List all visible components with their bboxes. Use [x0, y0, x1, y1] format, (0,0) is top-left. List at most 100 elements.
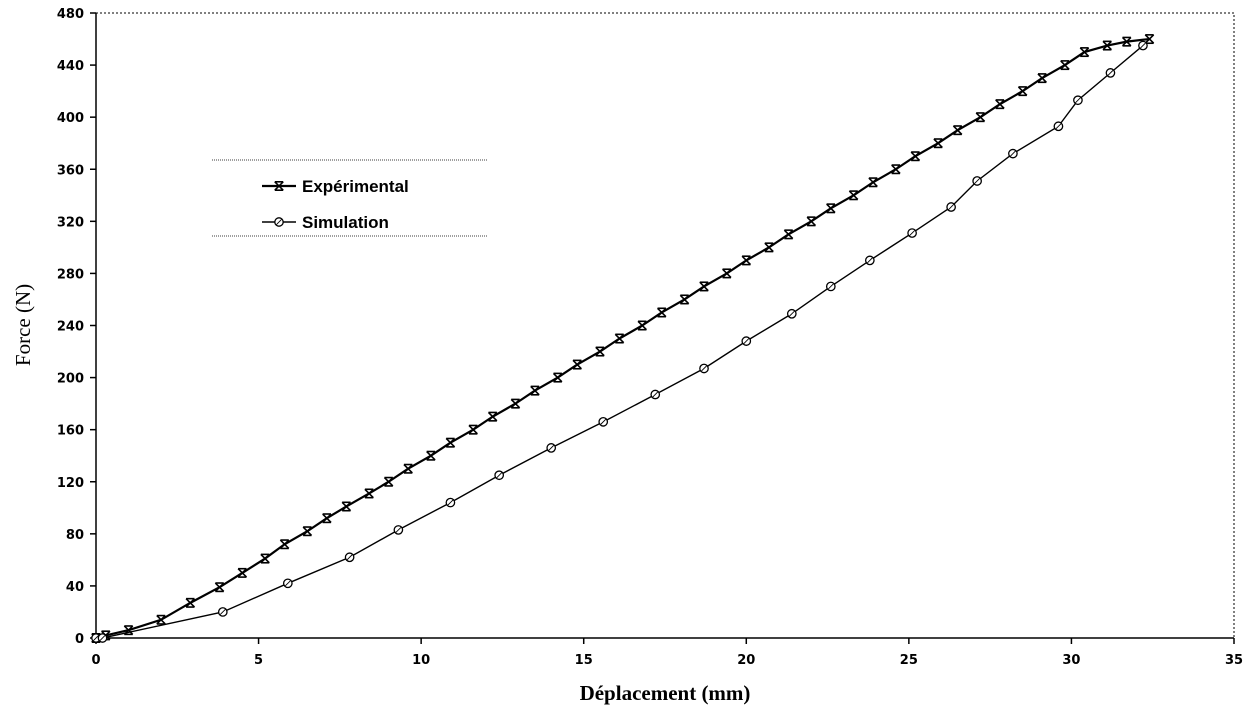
point-marker-circle — [344, 552, 355, 563]
point-marker-circle — [825, 281, 836, 292]
point-marker-xbar — [741, 255, 752, 266]
marker-slash — [395, 527, 402, 533]
point-marker-circle — [699, 363, 709, 374]
point-marker-xbar — [868, 177, 878, 188]
point-marker-xbar — [952, 125, 963, 136]
point-marker-xbar — [910, 151, 921, 162]
marker-stroke — [279, 539, 290, 550]
marker-stroke — [214, 582, 225, 592]
point-marker-xbar — [341, 501, 352, 512]
x-tick-label: 35 — [1225, 653, 1243, 668]
x-tick-label: 25 — [900, 653, 918, 668]
marker-stroke — [637, 320, 648, 331]
marker-stroke — [185, 598, 196, 608]
marker-stroke — [1121, 36, 1132, 47]
y-tick-label: 320 — [57, 215, 84, 230]
point-marker-xbar — [403, 463, 413, 474]
y-tick-label: 120 — [57, 476, 84, 491]
point-marker-xbar — [364, 488, 374, 499]
marker-slash — [447, 499, 454, 506]
marker-slash — [1010, 150, 1016, 157]
x-axis-title: Déplacement (mm) — [580, 681, 751, 705]
marker-slash — [496, 472, 503, 479]
marker-slash — [548, 445, 555, 451]
point-marker-xbar — [806, 216, 817, 227]
point-marker-circle — [1053, 121, 1064, 132]
marker-stroke — [530, 385, 540, 396]
point-marker-xbar — [975, 112, 986, 123]
marker-stroke — [156, 615, 166, 625]
y-tick-label: 240 — [57, 320, 84, 335]
marker-stroke — [1017, 86, 1028, 96]
marker-stroke — [510, 398, 521, 409]
marker-slash — [827, 283, 834, 290]
point-marker-circle — [946, 202, 956, 212]
marker-slash — [948, 204, 954, 210]
point-marker-xbar — [1060, 60, 1070, 71]
marker-stroke — [848, 190, 859, 201]
point-marker-xbar — [468, 424, 478, 435]
marker-stroke — [806, 216, 817, 227]
point-marker-circle — [1105, 68, 1116, 78]
y-tick-label: 360 — [57, 163, 84, 178]
marker-stroke — [614, 333, 625, 344]
marker-stroke — [487, 411, 498, 422]
marker-stroke — [1144, 34, 1155, 44]
marker-slash — [652, 391, 659, 398]
legend-label: Simulation — [302, 213, 389, 232]
point-marker-xbar — [933, 138, 943, 149]
marker-stroke — [826, 203, 836, 214]
marker-stroke — [952, 125, 963, 135]
legend: Expérimental Simulation — [212, 159, 488, 237]
point-marker-xbar — [1017, 86, 1028, 97]
marker-stroke — [722, 268, 732, 279]
point-marker-xbar — [614, 333, 625, 344]
series-layer — [91, 34, 1155, 644]
y-tick-label: 280 — [57, 267, 84, 282]
marker-stroke — [445, 437, 456, 448]
marker-stroke — [403, 463, 413, 474]
marker-stroke — [572, 359, 582, 370]
point-marker-xbar — [279, 539, 290, 550]
point-marker-xbar — [322, 513, 332, 524]
point-marker-circle — [786, 308, 797, 319]
point-marker-xbar — [185, 597, 196, 608]
legend-item-experimental: Expérimental — [262, 177, 409, 196]
series-experimental — [91, 34, 1155, 644]
marker-stroke — [910, 151, 921, 161]
marker-stroke — [322, 513, 332, 523]
marker-stroke — [1102, 40, 1112, 51]
point-marker-circle — [1073, 95, 1083, 106]
point-marker-xbar — [826, 203, 836, 214]
point-marker-xbar — [214, 582, 225, 593]
point-marker-xbar — [1079, 47, 1090, 58]
y-axis-title: Force (N) — [11, 284, 35, 366]
marker-stroke — [679, 294, 690, 305]
marker-stroke — [364, 488, 374, 499]
y-tick-label: 40 — [66, 580, 84, 595]
x-tick-label: 30 — [1062, 653, 1080, 668]
point-marker-xbar — [383, 476, 394, 487]
point-marker-circle — [546, 443, 557, 453]
x-tick-label: 10 — [412, 653, 430, 668]
marker-slash — [1055, 123, 1062, 130]
point-marker-xbar — [722, 268, 732, 279]
point-marker-xbar — [891, 164, 901, 175]
point-marker-circle — [741, 336, 752, 346]
point-marker-xbar — [260, 553, 270, 564]
marker-slash — [788, 310, 795, 317]
point-marker-circle — [972, 176, 982, 186]
marker-stroke — [741, 255, 752, 266]
point-marker-xbar — [302, 526, 313, 537]
marker-slash — [219, 609, 226, 615]
point-marker-xbar — [237, 567, 248, 578]
marker-stroke — [383, 476, 394, 487]
point-marker-xbar — [530, 385, 540, 396]
point-marker-xbar — [656, 307, 667, 318]
marker-slash — [1140, 42, 1146, 49]
marker-stroke — [341, 501, 352, 512]
x-axis-ticks: 0 5 10 15 20 25 30 35 — [91, 638, 1243, 668]
marker-stroke — [699, 281, 709, 292]
point-marker-xbar — [426, 450, 436, 461]
point-marker-circle — [598, 417, 609, 427]
